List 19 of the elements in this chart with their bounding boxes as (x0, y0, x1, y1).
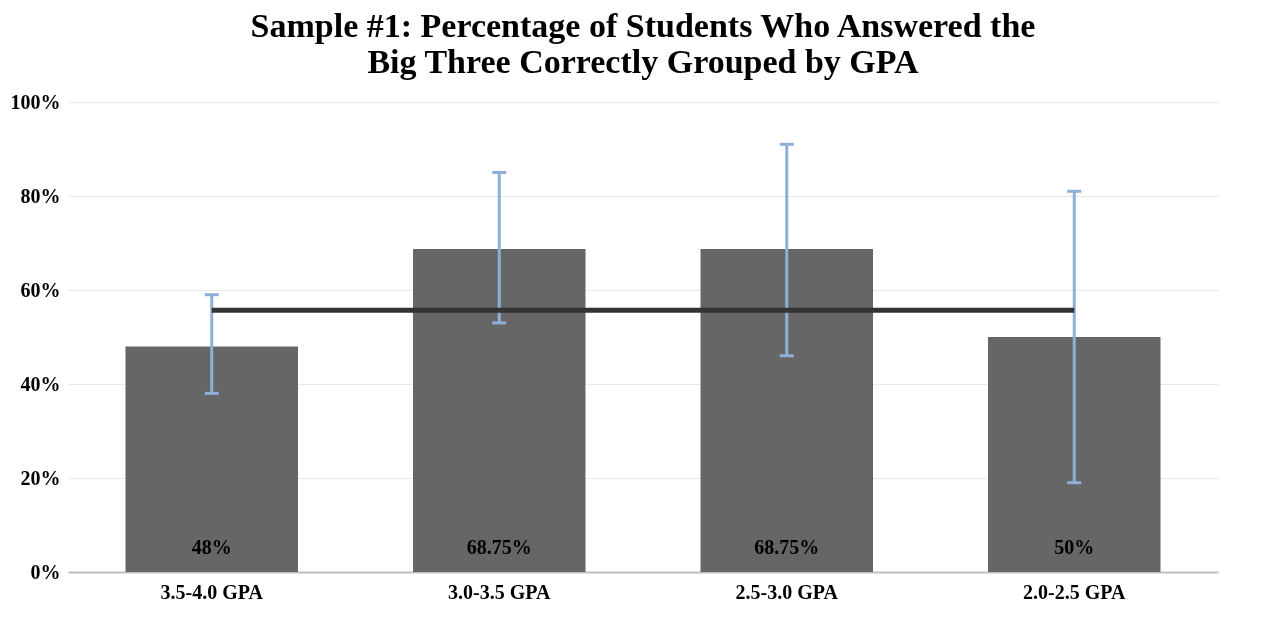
bar (413, 248, 586, 572)
y-tick-label: 0% (30, 560, 61, 583)
y-tick-label: 40% (20, 372, 61, 395)
bar (700, 248, 873, 572)
x-tick-label: 3.0-3.5 GPA (448, 580, 551, 603)
x-tick-label: 3.5-4.0 GPA (160, 580, 264, 603)
data-label: 68.75% (466, 536, 532, 558)
y-tick-label: 60% (20, 278, 61, 301)
y-tick-label: 100% (10, 90, 61, 113)
bar (125, 346, 298, 572)
bar (988, 337, 1161, 572)
x-tick-label: 2.5-3.0 GPA (735, 580, 839, 603)
chart-title: Sample #1: Percentage of Students Who Answered the Big Three Correctly Grouped by GPA (250, 7, 1036, 80)
data-label: 48% (191, 536, 232, 558)
data-label: 68.75% (754, 536, 820, 558)
y-tick-label: 20% (20, 466, 61, 489)
data-label: 50% (1054, 536, 1095, 558)
x-tick-label: 2.0-2.5 GPA (1023, 580, 1126, 603)
y-tick-label: 80% (20, 184, 61, 207)
